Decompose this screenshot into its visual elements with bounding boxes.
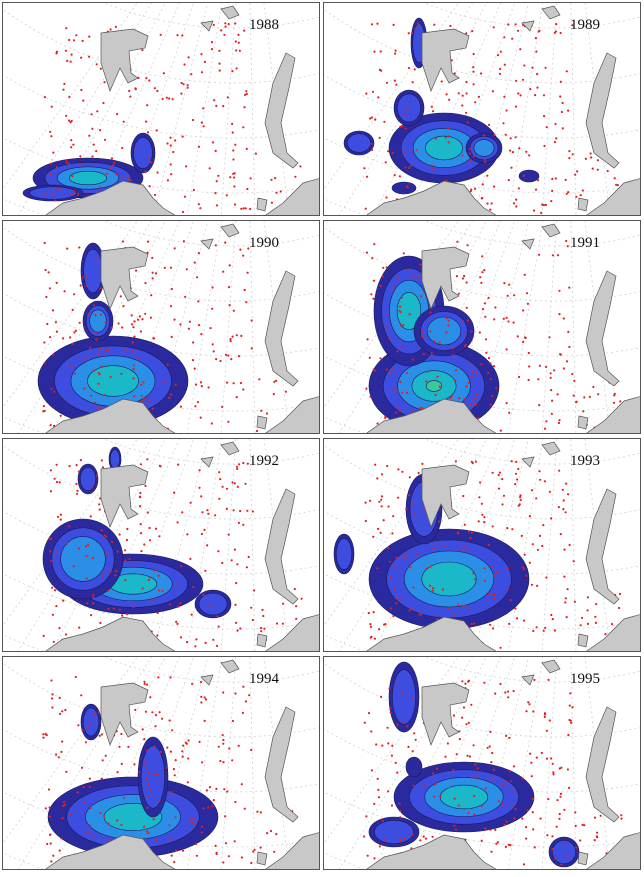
map-canvas <box>324 221 640 433</box>
map-canvas <box>3 3 319 215</box>
panel-year-label: 1988 <box>249 17 279 33</box>
map-panel-1988: 1988 <box>2 2 320 216</box>
map-canvas <box>324 3 640 215</box>
map-panel-1991: 1991 <box>323 220 641 434</box>
map-canvas <box>324 657 640 869</box>
panel-year-label: 1991 <box>570 235 600 251</box>
map-panel-1992: 1992 <box>2 438 320 652</box>
panel-year-label: 1995 <box>570 671 600 687</box>
map-canvas <box>3 657 319 869</box>
map-panel-1993: 1993 <box>323 438 641 652</box>
map-canvas <box>3 221 319 433</box>
panel-year-label: 1989 <box>570 17 600 33</box>
map-panel-1989: 1989 <box>323 2 641 216</box>
map-panel-1990: 1990 <box>2 220 320 434</box>
map-canvas <box>324 439 640 651</box>
panel-year-label: 1994 <box>249 671 279 687</box>
panel-year-label: 1993 <box>570 453 600 469</box>
map-canvas <box>3 439 319 651</box>
panel-year-label: 1992 <box>249 453 279 469</box>
map-panel-1995: 1995 <box>323 656 641 870</box>
map-panel-1994: 1994 <box>2 656 320 870</box>
panel-year-label: 1990 <box>249 235 279 251</box>
